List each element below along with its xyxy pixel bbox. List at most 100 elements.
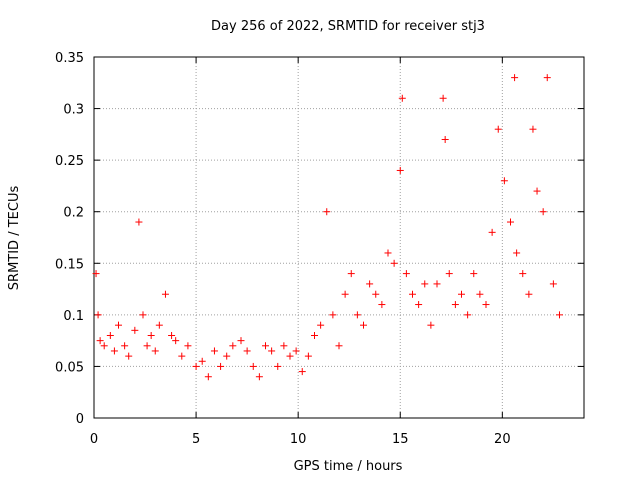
data-point [268, 347, 276, 355]
data-point [476, 290, 484, 298]
data-point [372, 290, 380, 298]
data-point [255, 373, 263, 381]
data-point [106, 331, 114, 339]
data-point [525, 290, 533, 298]
data-point [125, 352, 133, 360]
data-point [135, 218, 143, 226]
data-point [262, 342, 269, 350]
data-point [323, 208, 331, 216]
x-tick-label: 15 [392, 432, 409, 447]
data-point [539, 208, 547, 216]
data-point [482, 301, 490, 309]
data-point [223, 352, 231, 360]
data-point [464, 311, 472, 319]
data-point [529, 125, 537, 133]
chart-title: Day 256 of 2022, SRMTID for receiver stj… [211, 19, 485, 34]
y-tick-label: 0.1 [63, 309, 84, 324]
data-point [237, 337, 245, 345]
y-tick-label: 0.35 [55, 51, 84, 66]
plot-frame [93, 56, 585, 419]
data-point [198, 357, 206, 365]
data-point [533, 187, 541, 195]
data-point [243, 347, 251, 355]
y-tick-label: 0 [76, 412, 84, 427]
data-point [500, 177, 508, 185]
data-point [178, 352, 186, 360]
data-point [204, 373, 212, 381]
data-point [335, 342, 343, 350]
data-point [341, 290, 349, 298]
x-tick-label: 20 [494, 432, 511, 447]
data-point [121, 342, 129, 350]
data-point [304, 352, 312, 360]
data-point [398, 94, 406, 102]
x-axis-label: GPS time / hours [294, 459, 403, 474]
data-point [507, 218, 514, 226]
data-points [92, 74, 563, 381]
data-point [378, 301, 386, 309]
data-point [549, 280, 557, 288]
data-point [192, 362, 200, 370]
y-tick-label: 0.3 [63, 103, 84, 118]
data-point [151, 347, 159, 355]
y-tick-label: 0.2 [63, 206, 84, 221]
data-point [172, 337, 180, 345]
x-tick-label: 0 [90, 432, 98, 447]
data-point [131, 326, 139, 334]
data-point [210, 347, 218, 355]
data-point [155, 321, 163, 329]
data-point [139, 311, 147, 319]
data-point [100, 342, 108, 350]
data-point [94, 311, 102, 319]
data-point [402, 270, 410, 278]
data-point [110, 347, 118, 355]
data-point [329, 311, 337, 319]
data-point [298, 368, 306, 376]
data-point [427, 321, 435, 329]
y-axis-ticks: 0 0.05 0.1 0.15 0.2 0.25 0.3 0.35 [55, 51, 584, 427]
data-point [396, 166, 404, 174]
data-point [494, 125, 502, 133]
data-point [317, 321, 325, 329]
x-tick-label: 10 [290, 432, 307, 447]
data-point [470, 270, 478, 278]
data-point [415, 301, 423, 309]
data-point [353, 311, 361, 319]
grid [94, 57, 584, 418]
data-point [143, 342, 151, 350]
data-point [217, 362, 225, 370]
data-point [92, 270, 100, 278]
data-point [409, 290, 416, 298]
data-point [229, 342, 237, 350]
data-point [360, 321, 367, 329]
data-point [513, 249, 521, 257]
data-point [347, 270, 355, 278]
data-point [458, 290, 465, 298]
x-tick-label: 5 [192, 432, 200, 447]
data-point [147, 331, 155, 339]
data-point [249, 362, 257, 370]
data-point [390, 259, 398, 267]
data-point [441, 136, 449, 144]
y-tick-label: 0.25 [55, 154, 84, 169]
data-point [433, 280, 441, 288]
data-point [445, 270, 453, 278]
data-point [161, 290, 169, 298]
data-point [451, 301, 459, 309]
data-point [292, 347, 300, 355]
data-point [274, 362, 282, 370]
x-axis-ticks: 0 5 10 15 20 [90, 57, 511, 447]
y-tick-label: 0.15 [55, 257, 84, 272]
data-point [421, 280, 429, 288]
data-point [96, 337, 104, 345]
data-point [280, 342, 288, 350]
data-point [184, 342, 192, 350]
data-point [556, 311, 563, 319]
data-point [519, 270, 527, 278]
data-point [488, 228, 496, 236]
y-tick-label: 0.05 [55, 360, 84, 375]
data-point [366, 280, 374, 288]
data-point [286, 352, 294, 360]
data-point [543, 74, 551, 82]
